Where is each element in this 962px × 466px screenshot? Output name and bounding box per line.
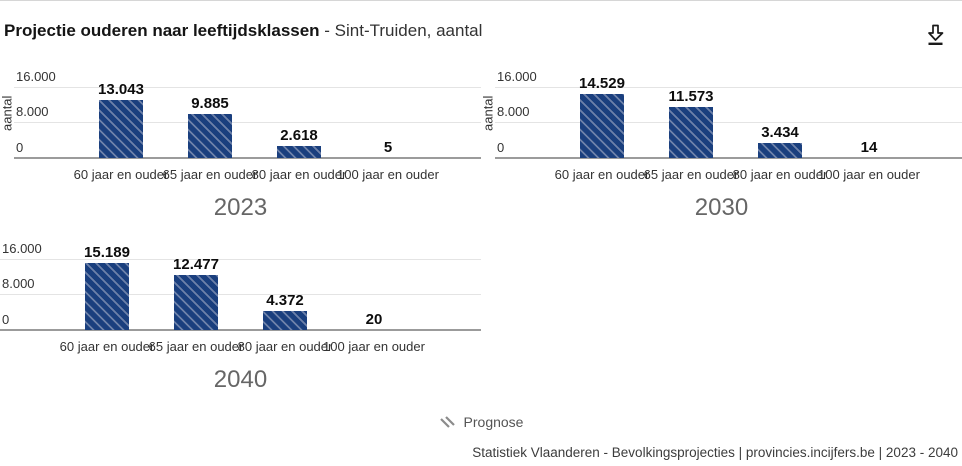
y-tick-label: 0: [2, 312, 10, 327]
title-subtitle: - Sint-Truiden, aantal: [319, 21, 483, 40]
category-label: 65 jaar en ouder: [162, 167, 258, 182]
prognose-hatch-icon: [439, 416, 455, 428]
legend-item-prognose[interactable]: Prognose: [0, 414, 962, 430]
chart-panel-2040: 0 8.000 16.000 15.189 12.477 4.372 20 60 jaar e…: [0, 239, 481, 411]
y-tick-label: 16.000: [497, 69, 537, 84]
bar-80-jaar-en-ouder[interactable]: [758, 143, 802, 158]
y-tick-label: 0: [16, 140, 24, 155]
category-label: 80 jaar en ouder: [732, 167, 828, 182]
panel-year-title: 2040: [213, 366, 268, 393]
value-label: 3.434: [761, 124, 799, 141]
y-tick-label: 16.000: [16, 69, 56, 84]
download-button[interactable]: [922, 22, 948, 48]
x-axis-line: [0, 329, 481, 331]
category-label: 100 jaar en ouder: [323, 339, 425, 354]
bar-80-jaar-en-ouder[interactable]: [263, 311, 307, 330]
category-label: 65 jaar en ouder: [643, 167, 739, 182]
x-axis-line: [14, 157, 481, 159]
gridline: [0, 294, 481, 295]
chart-panel-2030: aantal 0 8.000 16.000 14.529 11.573 3.434 14 60 …: [481, 67, 962, 239]
category-label: 100 jaar en ouder: [818, 167, 920, 182]
value-label: 20: [365, 311, 383, 328]
category-label: 60 jaar en ouder: [554, 167, 650, 182]
value-label: 14: [860, 139, 878, 156]
plot-area: 0 8.000 16.000 15.189 12.477 4.372 20: [0, 239, 481, 331]
value-label: 2.618: [280, 127, 318, 144]
value-label: 13.043: [98, 81, 144, 98]
panel-year-title: 2030: [694, 194, 749, 221]
page-title: Projectie ouderen naar leeftijdsklassen …: [4, 19, 952, 43]
y-axis-title: aantal: [480, 95, 496, 131]
y-tick-label: 16.000: [2, 241, 42, 256]
category-label: 60 jaar en ouder: [73, 167, 169, 182]
bar-80-jaar-en-ouder[interactable]: [277, 146, 321, 158]
chart-panel-2023: aantal 0 8.000 16.000 13.043 9.885 2.618 5 60 ja…: [0, 67, 481, 239]
category-label: 80 jaar en ouder: [237, 339, 333, 354]
gridline: [14, 87, 481, 88]
gridline: [14, 122, 481, 123]
value-label: 11.573: [668, 88, 714, 105]
value-label: 4.372: [266, 292, 304, 309]
y-tick-label: 8.000: [16, 104, 49, 119]
panel-year-title: 2023: [213, 194, 268, 221]
value-label: 5: [383, 139, 393, 156]
y-tick-label: 8.000: [497, 104, 530, 119]
value-label: 12.477: [173, 256, 219, 273]
value-label: 15.189: [84, 244, 130, 261]
value-label: 9.885: [191, 95, 229, 112]
gridline: [495, 122, 962, 123]
y-tick-label: 0: [497, 140, 505, 155]
y-tick-label: 8.000: [2, 276, 35, 291]
value-label: 14.529: [579, 75, 625, 92]
bar-60-jaar-en-ouder[interactable]: [85, 263, 129, 330]
x-axis-line: [495, 157, 962, 159]
category-label: 80 jaar en ouder: [251, 167, 347, 182]
bar-65-jaar-en-ouder[interactable]: [669, 107, 713, 158]
bar-65-jaar-en-ouder[interactable]: [174, 275, 218, 330]
category-label: 65 jaar en ouder: [148, 339, 244, 354]
gridline: [495, 87, 962, 88]
y-axis-title: aantal: [0, 95, 15, 131]
download-icon: [927, 24, 943, 45]
legend-label: Prognose: [463, 414, 524, 430]
bar-60-jaar-en-ouder[interactable]: [580, 94, 624, 158]
category-label: 100 jaar en ouder: [337, 167, 439, 182]
gridline: [0, 259, 481, 260]
plot-area: 0 8.000 16.000 13.043 9.885 2.618 5: [14, 67, 481, 159]
title-main: Projectie ouderen naar leeftijdsklassen: [4, 21, 320, 40]
header: Projectie ouderen naar leeftijdsklassen …: [4, 19, 952, 49]
bar-65-jaar-en-ouder[interactable]: [188, 114, 232, 158]
source-attribution: Statistiek Vlaanderen - Bevolkingsprojec…: [472, 445, 958, 460]
plot-area: 0 8.000 16.000 14.529 11.573 3.434 14: [495, 67, 962, 159]
bar-60-jaar-en-ouder[interactable]: [99, 100, 143, 158]
category-label: 60 jaar en ouder: [59, 339, 155, 354]
